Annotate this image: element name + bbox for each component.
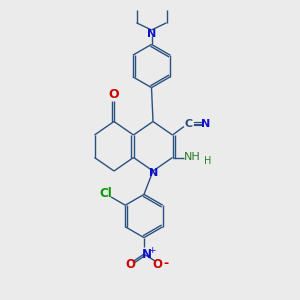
- Text: Cl: Cl: [99, 187, 112, 200]
- Text: +: +: [148, 246, 156, 255]
- Text: N: N: [149, 168, 158, 178]
- Text: H: H: [204, 156, 211, 166]
- Text: N: N: [142, 248, 152, 261]
- Text: O: O: [152, 258, 162, 272]
- Text: O: O: [109, 88, 119, 101]
- Text: N: N: [147, 29, 156, 39]
- Text: NH: NH: [184, 152, 201, 163]
- Text: N: N: [201, 118, 210, 129]
- Text: O: O: [126, 258, 136, 272]
- Text: C: C: [184, 118, 193, 129]
- Text: -: -: [163, 256, 168, 270]
